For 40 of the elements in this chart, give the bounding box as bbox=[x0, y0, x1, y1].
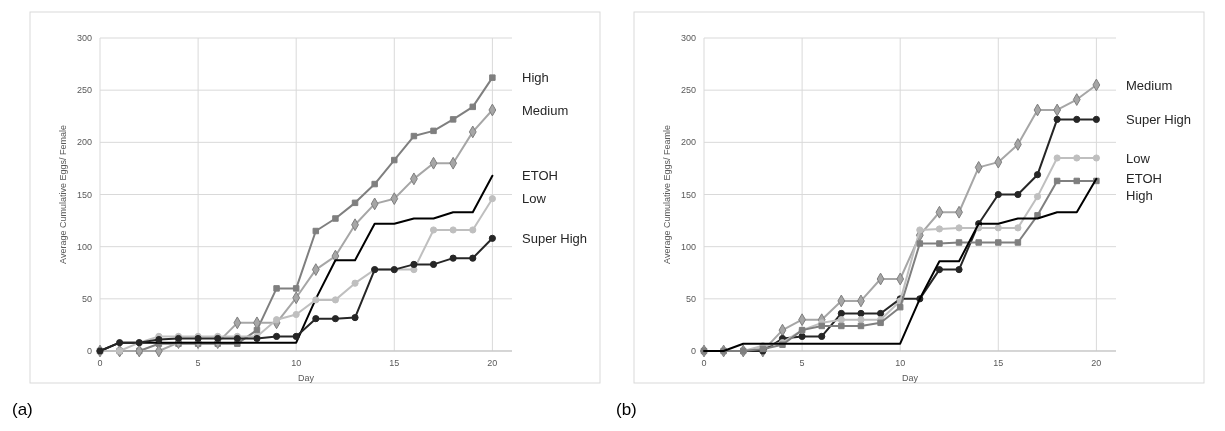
text: Medium bbox=[522, 102, 569, 118]
y-axis-title: Average Cumulative Eggs/ Feamle bbox=[662, 125, 672, 264]
y-tick-label: 0 bbox=[690, 346, 696, 357]
y-tick-label: 200 bbox=[76, 137, 92, 148]
x-tick-label: 0 bbox=[97, 358, 103, 368]
y-axis-title: Average Cumulative Eggs/ Female bbox=[58, 125, 68, 264]
y-tick-label: 300 bbox=[680, 33, 696, 44]
text: ETOH bbox=[1126, 171, 1162, 187]
y-tick-label: 100 bbox=[76, 241, 92, 252]
y-tick-label: 50 bbox=[685, 293, 696, 304]
text: (b) bbox=[616, 400, 637, 419]
x-tick-label: 5 bbox=[799, 358, 805, 368]
x-tick-label: 20 bbox=[1091, 358, 1102, 368]
y-tick-label: 250 bbox=[680, 85, 696, 96]
x-tick-label: 15 bbox=[389, 358, 400, 368]
x-axis-title: Day bbox=[901, 373, 919, 383]
text: Super High bbox=[522, 230, 588, 246]
text: ETOH bbox=[522, 168, 558, 184]
text: Low bbox=[522, 191, 547, 207]
x-axis-title: Day bbox=[297, 373, 315, 383]
x-tick-label: 0 bbox=[701, 358, 707, 368]
y-tick-label: 250 bbox=[76, 85, 92, 96]
text: High bbox=[522, 70, 549, 86]
text: (a) bbox=[12, 400, 33, 419]
y-tick-label: 300 bbox=[76, 33, 92, 44]
x-tick-label: 10 bbox=[291, 358, 302, 368]
text: High bbox=[1126, 188, 1153, 204]
y-tick-label: 150 bbox=[76, 189, 92, 200]
y-tick-label: 200 bbox=[680, 137, 696, 148]
text: Super High bbox=[1126, 111, 1192, 127]
y-tick-label: 50 bbox=[81, 293, 92, 304]
y-tick-label: 0 bbox=[86, 346, 92, 357]
x-tick-label: 20 bbox=[487, 358, 498, 368]
x-tick-label: 5 bbox=[195, 358, 201, 368]
text: Medium bbox=[1126, 77, 1173, 93]
y-tick-label: 150 bbox=[680, 189, 696, 200]
y-tick-label: 100 bbox=[680, 241, 696, 252]
x-tick-label: 10 bbox=[895, 358, 906, 368]
text: Low bbox=[1126, 150, 1151, 166]
x-tick-label: 15 bbox=[993, 358, 1004, 368]
